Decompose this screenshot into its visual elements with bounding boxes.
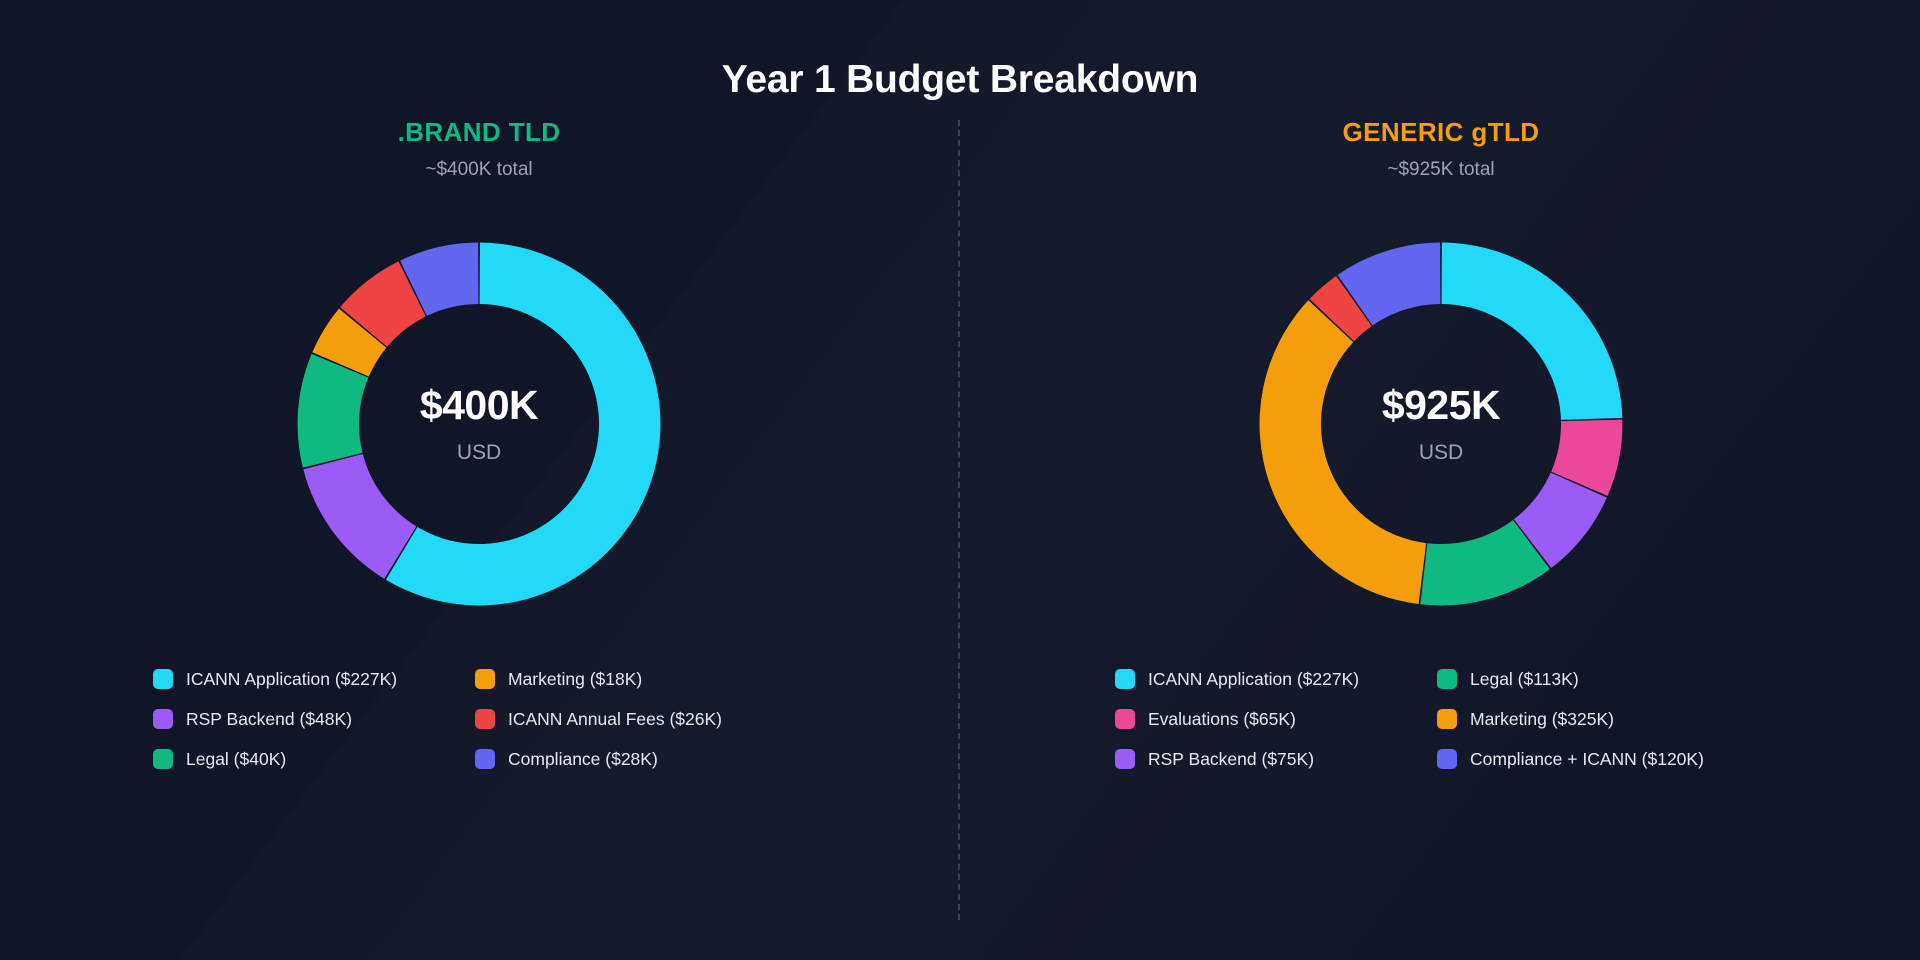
donut-slice[interactable] xyxy=(1309,276,1372,342)
legend-swatch-icon xyxy=(1115,749,1135,770)
page-title: Year 1 Budget Breakdown xyxy=(721,58,1199,102)
legend-item[interactable]: Compliance ($28K) xyxy=(475,739,805,779)
donut-slice[interactable] xyxy=(1420,520,1550,606)
legend-swatch-icon xyxy=(153,669,173,690)
panel-title-generic-gtld: GENERIC gTLD xyxy=(1342,117,1540,147)
legend-label: Marketing ($325K) xyxy=(1470,708,1614,729)
legend-label: RSP Backend ($75K) xyxy=(1148,748,1315,769)
donut-chart-generic-gtld: $925K USD xyxy=(1252,235,1630,613)
legend-item[interactable]: Marketing ($325K) xyxy=(1437,699,1767,739)
legend-swatch-icon xyxy=(153,749,173,770)
legend-swatch-icon xyxy=(475,669,495,690)
donut-svg-brand-tld xyxy=(297,243,661,606)
legend-swatch-icon xyxy=(475,749,495,770)
legend-item[interactable]: ICANN Annual Fees ($26K) xyxy=(475,699,805,739)
legend-swatch-icon xyxy=(1115,669,1135,690)
donut-slice[interactable] xyxy=(1551,420,1623,497)
legend-item[interactable]: Legal ($40K) xyxy=(153,739,475,779)
legend-label: ICANN Application ($227K) xyxy=(186,668,398,689)
legend-item[interactable]: ICANN Application ($227K) xyxy=(153,659,475,699)
legend-item[interactable]: Compliance + ICANN ($120K) xyxy=(1437,739,1767,779)
legend-swatch-icon xyxy=(1437,709,1457,730)
panel-divider xyxy=(958,120,960,920)
donut-slice[interactable] xyxy=(1513,473,1607,569)
panel-subtitle-generic-gtld: ~$925K total xyxy=(1387,158,1495,180)
legend-item[interactable]: Evaluations ($65K) xyxy=(1115,699,1437,739)
donut-slice[interactable] xyxy=(385,243,661,606)
legend-item[interactable]: ICANN Application ($227K) xyxy=(1115,659,1437,699)
donut-slice[interactable] xyxy=(303,454,417,580)
legend-label: ICANN Annual Fees ($26K) xyxy=(508,708,722,729)
donut-slice[interactable] xyxy=(297,354,369,469)
legend-label: Legal ($113K) xyxy=(1470,668,1579,689)
legend-label: RSP Backend ($48K) xyxy=(186,708,353,729)
legend-swatch-icon xyxy=(1437,669,1457,690)
donut-slice[interactable] xyxy=(1337,243,1441,326)
legend-swatch-icon xyxy=(153,709,173,730)
donut-slice[interactable] xyxy=(1259,300,1427,605)
legend-label: Legal ($40K) xyxy=(186,748,287,769)
legend-swatch-icon xyxy=(1115,709,1135,730)
donut-chart-brand-tld: $400K USD xyxy=(290,235,668,613)
donut-slice[interactable] xyxy=(312,309,387,377)
legend-item[interactable]: Legal ($113K) xyxy=(1437,659,1767,699)
panel-brand-tld: .BRAND TLD ~$400K total $400K USD ICANN … xyxy=(14,118,944,908)
legend-label: Compliance ($28K) xyxy=(508,748,658,769)
legend-label: ICANN Application ($227K) xyxy=(1148,668,1360,689)
donut-slice[interactable] xyxy=(340,261,426,348)
legend-generic-gtld: ICANN Application ($227K) Legal ($113K) Ev… xyxy=(976,659,1906,779)
panel-generic-gtld: GENERIC gTLD ~$925K total $925K USD ICAN… xyxy=(976,118,1906,908)
legend-label: Evaluations ($65K) xyxy=(1148,708,1296,729)
legend-swatch-icon xyxy=(475,709,495,730)
legend-item[interactable]: RSP Backend ($75K) xyxy=(1115,739,1437,779)
donut-slice[interactable] xyxy=(400,243,479,317)
legend-item[interactable]: Marketing ($18K) xyxy=(475,659,805,699)
legend-label: Marketing ($18K) xyxy=(508,668,643,689)
panel-subtitle-brand-tld: ~$400K total xyxy=(425,158,533,180)
donut-slice[interactable] xyxy=(1441,243,1623,421)
legend-brand-tld: ICANN Application ($227K) Marketing ($18K… xyxy=(14,659,944,779)
legend-swatch-icon xyxy=(1437,749,1457,770)
donut-svg-generic-gtld xyxy=(1259,243,1623,606)
legend-label: Compliance + ICANN ($120K) xyxy=(1470,748,1704,769)
panel-title-brand-tld: .BRAND TLD xyxy=(397,117,561,147)
legend-item[interactable]: RSP Backend ($48K) xyxy=(153,699,475,739)
